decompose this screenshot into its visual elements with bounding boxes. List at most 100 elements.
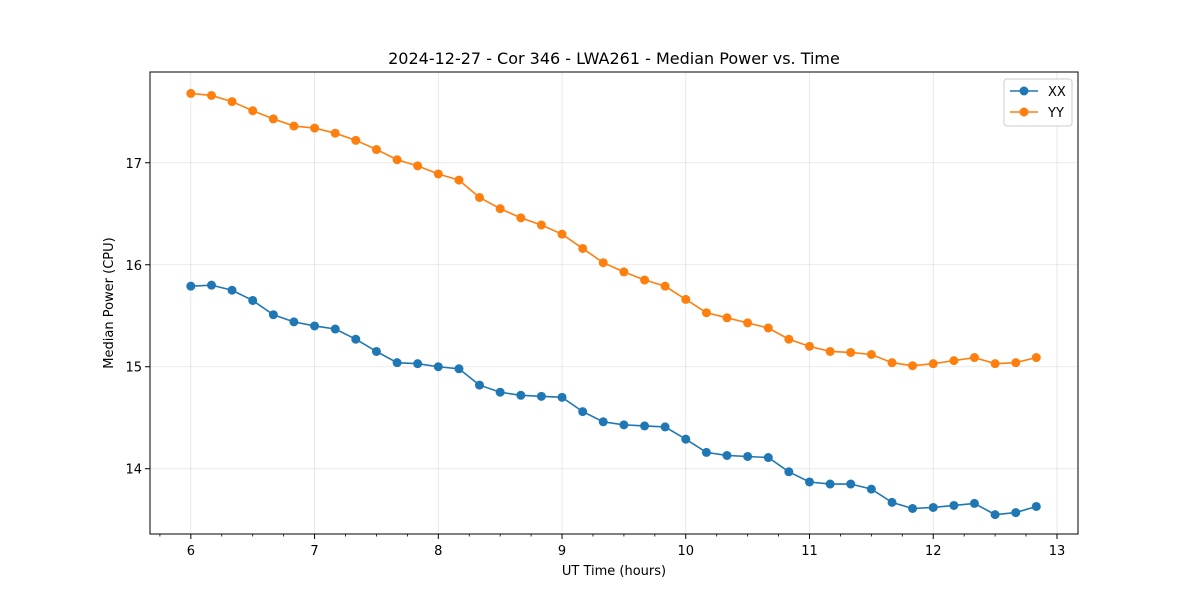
data-point-yy bbox=[371, 145, 381, 155]
data-point-xx bbox=[1011, 508, 1021, 518]
data-point-xx bbox=[413, 359, 423, 369]
data-point-xx bbox=[825, 479, 835, 489]
data-point-yy bbox=[825, 346, 835, 356]
data-point-xx bbox=[289, 317, 299, 327]
data-point-xx bbox=[969, 498, 979, 508]
data-point-yy bbox=[207, 90, 216, 100]
x-tick-label: 7 bbox=[310, 544, 318, 559]
data-point-yy bbox=[763, 323, 773, 333]
data-point-yy bbox=[949, 356, 959, 366]
data-point-yy bbox=[701, 308, 711, 318]
legend-marker bbox=[1019, 86, 1029, 96]
data-point-xx bbox=[887, 497, 897, 507]
data-point-xx bbox=[928, 502, 938, 512]
data-point-xx bbox=[784, 467, 794, 477]
data-point-xx bbox=[722, 450, 732, 460]
x-tick-label: 10 bbox=[677, 544, 694, 559]
data-point-yy bbox=[1011, 358, 1021, 368]
data-point-xx bbox=[701, 447, 711, 457]
data-point-yy bbox=[536, 220, 546, 230]
x-tick-label: 9 bbox=[558, 544, 566, 559]
data-point-xx bbox=[805, 477, 814, 487]
data-point-yy bbox=[619, 267, 629, 277]
y-axis-label: Median Power (CPU) bbox=[102, 237, 117, 368]
data-point-yy bbox=[866, 350, 876, 359]
x-tick-label: 11 bbox=[801, 544, 818, 559]
data-point-xx bbox=[392, 358, 402, 368]
data-point-xx bbox=[433, 362, 443, 372]
data-point-xx bbox=[310, 321, 320, 331]
y-tick-label: 15 bbox=[125, 361, 142, 376]
data-point-yy bbox=[227, 97, 237, 107]
data-point-xx bbox=[660, 422, 670, 432]
data-point-xx bbox=[516, 390, 526, 400]
data-point-xx bbox=[846, 479, 856, 489]
data-point-xx bbox=[640, 421, 650, 431]
data-point-yy bbox=[186, 88, 196, 98]
legend-label: XX bbox=[1048, 85, 1066, 100]
data-point-xx bbox=[743, 451, 753, 461]
data-point-yy bbox=[516, 213, 526, 223]
x-tick-label: 13 bbox=[1049, 544, 1066, 559]
data-point-xx bbox=[619, 420, 629, 430]
data-point-yy bbox=[454, 175, 464, 185]
data-point-yy bbox=[887, 358, 897, 368]
legend-item-xx: XX bbox=[1010, 85, 1066, 100]
data-point-yy bbox=[990, 359, 1000, 369]
x-tick-label: 8 bbox=[434, 544, 442, 559]
data-point-xx bbox=[598, 417, 608, 427]
data-point-yy bbox=[578, 243, 588, 253]
data-point-yy bbox=[475, 192, 484, 202]
data-point-yy bbox=[598, 258, 608, 268]
data-point-xx bbox=[207, 280, 216, 290]
y-tick-label: 17 bbox=[125, 157, 142, 172]
data-point-yy bbox=[743, 318, 753, 328]
y-tick-label: 16 bbox=[125, 259, 142, 274]
data-point-xx bbox=[371, 346, 381, 356]
data-point-yy bbox=[413, 161, 423, 171]
series-line-xx bbox=[190, 284, 1037, 516]
series-yy bbox=[186, 88, 1041, 371]
data-point-xx bbox=[681, 434, 691, 444]
data-point-yy bbox=[248, 106, 258, 116]
data-point-xx bbox=[475, 380, 484, 390]
y-axis-ticks: 14 15 16 17 bbox=[125, 157, 150, 478]
x-axis-ticks: 6 7 8 9 10 11 12 13 bbox=[159, 534, 1066, 559]
x-axis-label: UT Time (hours) bbox=[562, 564, 666, 579]
data-point-yy bbox=[268, 114, 278, 124]
data-point-yy bbox=[722, 313, 732, 323]
legend-label: YY bbox=[1047, 106, 1064, 121]
data-point-xx bbox=[227, 285, 237, 295]
data-point-xx bbox=[949, 500, 959, 510]
plot-area-frame bbox=[149, 71, 1079, 535]
y-tick-label: 14 bbox=[125, 463, 142, 478]
data-point-xx bbox=[186, 281, 196, 291]
data-point-xx bbox=[990, 510, 1000, 520]
series-xx bbox=[186, 280, 1041, 520]
data-point-yy bbox=[289, 121, 299, 131]
legend-marker bbox=[1019, 107, 1029, 117]
data-point-xx bbox=[763, 453, 773, 463]
data-point-xx bbox=[248, 295, 258, 305]
data-point-yy bbox=[681, 294, 691, 304]
data-point-yy bbox=[330, 128, 340, 138]
data-point-xx bbox=[557, 392, 567, 402]
data-point-xx bbox=[268, 310, 278, 320]
data-point-xx bbox=[578, 407, 588, 417]
data-point-yy bbox=[846, 347, 856, 357]
data-point-xx bbox=[454, 364, 464, 374]
data-point-yy bbox=[660, 281, 670, 291]
series-layer bbox=[186, 88, 1041, 520]
data-point-yy bbox=[557, 229, 567, 239]
data-point-yy bbox=[495, 204, 505, 214]
data-point-xx bbox=[1031, 501, 1041, 511]
data-point-yy bbox=[969, 353, 979, 363]
data-point-xx bbox=[351, 334, 361, 344]
data-point-yy bbox=[928, 359, 938, 369]
data-point-yy bbox=[908, 361, 918, 371]
data-point-yy bbox=[433, 169, 443, 179]
legend-item-yy: YY bbox=[1010, 106, 1064, 121]
data-point-xx bbox=[866, 484, 876, 494]
grid-lines bbox=[150, 72, 1078, 534]
